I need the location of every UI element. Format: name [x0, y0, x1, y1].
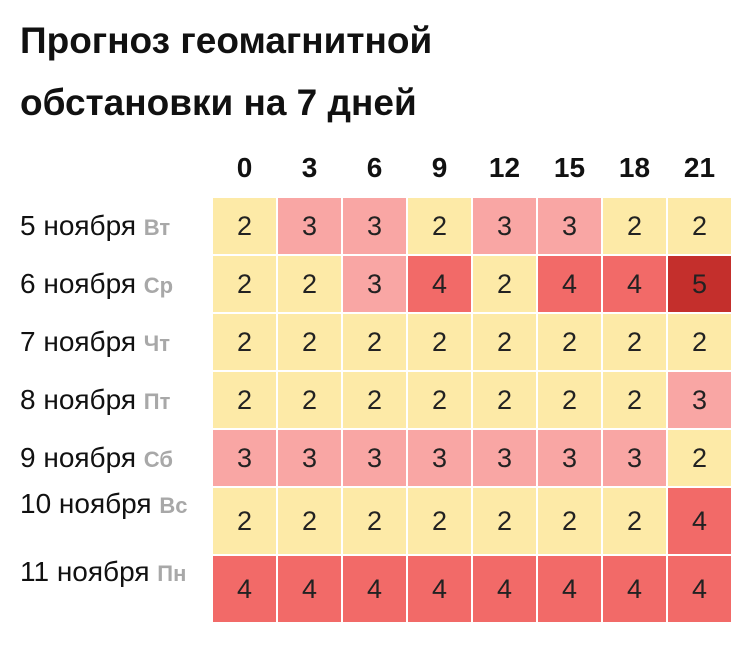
forecast-cell: 2: [212, 487, 277, 555]
forecast-cell: 2: [342, 487, 407, 555]
date: 7 ноября: [20, 326, 137, 357]
forecast-cell: 3: [277, 429, 342, 487]
forecast-cell: 3: [342, 429, 407, 487]
forecast-cell: 4: [667, 487, 732, 555]
forecast-cell: 2: [602, 371, 667, 429]
forecast-cell: 2: [472, 371, 537, 429]
forecast-cell: 4: [537, 255, 602, 313]
row-label: 8 ноября Пт: [20, 385, 202, 417]
forecast-cell: 2: [667, 429, 732, 487]
weekday: Сб: [143, 447, 173, 472]
forecast-cell: 2: [537, 487, 602, 555]
date: 6 ноября: [20, 268, 137, 299]
column-header: 15: [553, 152, 586, 183]
forecast-cell: 3: [667, 371, 732, 429]
forecast-cell: 2: [667, 313, 732, 371]
forecast-cell: 4: [342, 555, 407, 623]
forecast-cell: 2: [342, 313, 407, 371]
forecast-cell: 2: [602, 487, 667, 555]
row-label: 7 ноября Чт: [20, 327, 202, 359]
weekday: Пт: [143, 389, 171, 414]
column-header: 6: [366, 152, 383, 183]
row-label: 9 ноября Сб: [20, 443, 202, 475]
forecast-cell: 4: [602, 555, 667, 623]
forecast-cell: 4: [407, 255, 472, 313]
row-label: 11 ноября Пн: [20, 557, 202, 589]
forecast-cell: 2: [212, 371, 277, 429]
forecast-cell: 4: [667, 555, 732, 623]
forecast-cell: 2: [537, 313, 602, 371]
date: 10 ноября: [20, 488, 152, 519]
forecast-cell: 2: [407, 197, 472, 255]
date: 9 ноября: [20, 442, 137, 473]
column-header: 9: [431, 152, 448, 183]
forecast-cell: 3: [537, 429, 602, 487]
forecast-cell: 2: [537, 371, 602, 429]
title: Прогноз геомагнитной обстановки на 7 дне…: [20, 20, 433, 123]
forecast-cell: 2: [277, 313, 342, 371]
forecast-cell: 2: [602, 313, 667, 371]
forecast-cell: 3: [407, 429, 472, 487]
forecast-cell: 4: [407, 555, 472, 623]
weekday: Вт: [143, 215, 171, 240]
forecast-cell: 4: [472, 555, 537, 623]
forecast-cell: 3: [537, 197, 602, 255]
forecast-cell: 2: [212, 313, 277, 371]
column-header: 18: [618, 152, 651, 183]
weekday: Чт: [143, 331, 171, 356]
forecast-cell: 4: [602, 255, 667, 313]
forecast-cell: 2: [277, 255, 342, 313]
forecast-cell: 4: [212, 555, 277, 623]
forecast-cell: 4: [277, 555, 342, 623]
forecast-cell: 2: [472, 313, 537, 371]
forecast-cell: 2: [407, 313, 472, 371]
forecast-cell: 2: [667, 197, 732, 255]
forecast-cell: 2: [602, 197, 667, 255]
forecast-cell: 3: [602, 429, 667, 487]
weekday: Пн: [157, 561, 187, 586]
weekday: Ср: [143, 273, 174, 298]
column-header: 21: [683, 152, 716, 183]
forecast-cell: 3: [212, 429, 277, 487]
date: 8 ноября: [20, 384, 137, 415]
date: 11 ноября: [20, 556, 150, 587]
forecast-cell: 2: [212, 197, 277, 255]
forecast-cell: 2: [277, 487, 342, 555]
column-header: 3: [301, 152, 318, 183]
date: 5 ноября: [20, 210, 137, 241]
forecast-cell: 2: [472, 487, 537, 555]
forecast-cell: 2: [407, 487, 472, 555]
forecast-cell: 3: [472, 197, 537, 255]
row-label: 6 ноября Ср: [20, 269, 202, 301]
row-label: 5 ноября Вт: [20, 211, 202, 243]
forecast-cell: 2: [277, 371, 342, 429]
forecast-cell: 4: [537, 555, 602, 623]
forecast-cell: 3: [342, 197, 407, 255]
forecast-cell: 3: [342, 255, 407, 313]
forecast-cell: 2: [212, 255, 277, 313]
forecast-cell: 2: [472, 255, 537, 313]
forecast-cell: 3: [472, 429, 537, 487]
forecast-cell: 2: [407, 371, 472, 429]
column-header: 12: [488, 152, 521, 183]
column-header: 0: [236, 152, 253, 183]
weekday: Вс: [159, 493, 188, 518]
forecast-cell: 3: [277, 197, 342, 255]
row-label: 10 ноября Вс: [20, 489, 202, 521]
forecast-cell: 2: [342, 371, 407, 429]
forecast-cell: 5: [667, 255, 732, 313]
